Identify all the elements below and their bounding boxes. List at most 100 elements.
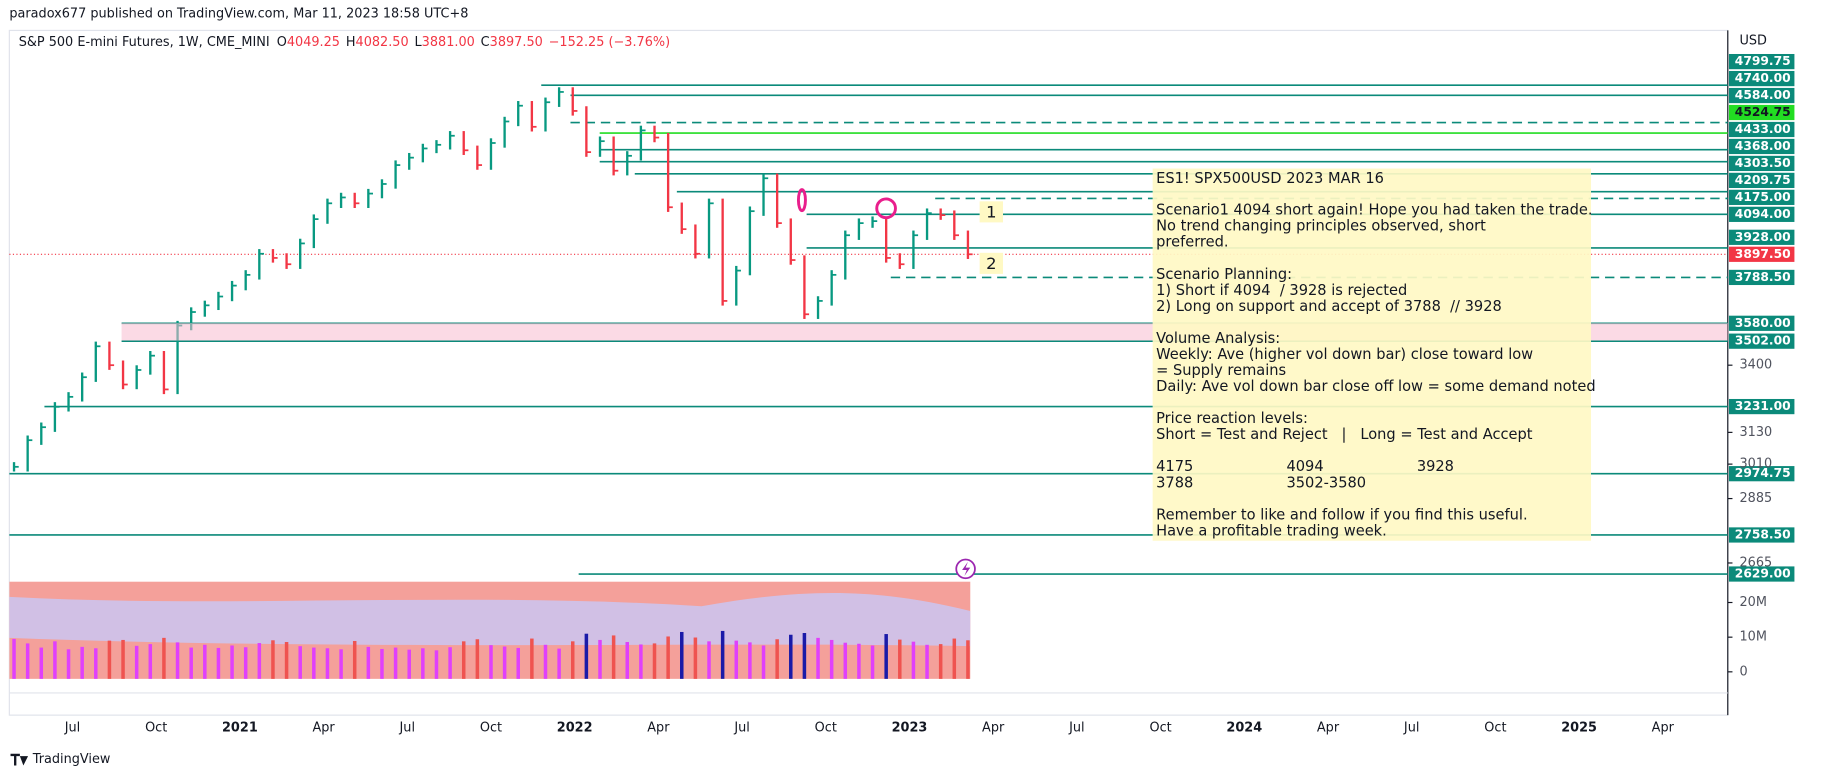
volume-bar [530,638,534,679]
volume-bar [284,642,289,679]
volume-bar [66,649,71,679]
note-line: No trend changing principles observed, s… [1156,218,1486,235]
price-bar [230,280,234,302]
level-label-bg [1728,229,1795,245]
price-bar [435,140,438,154]
price-bar [966,230,970,259]
y-tick-label: 2665 [1739,555,1772,570]
price-bar [517,101,520,127]
level-label: 3231.00 [1735,399,1791,413]
price-bar [666,132,670,212]
volume-bar [94,648,98,679]
volume-bar [448,647,452,679]
level-label: 4799.75 [1735,54,1791,68]
symbol: S&P 500 E-mini Futures, 1W, CME_MINI [19,35,270,50]
price-bar [149,351,152,375]
volume-bar [761,645,766,679]
x-tick-label: Apr [1317,721,1340,736]
level-label: 4584.00 [1735,88,1791,102]
level-label: 3580.00 [1735,316,1791,330]
volume-bar [421,648,425,679]
volume-bar [720,630,725,679]
level-label-bg [1728,172,1795,189]
x-tick-label: Oct [480,721,502,736]
symbol-line: S&P 500 E-mini Futures, 1W, CME_MINI O404… [19,35,670,50]
price-bar [258,249,261,280]
annotation-box [979,252,1004,274]
level-label: 4740.00 [1735,71,1791,85]
price-bar [217,291,220,311]
note-line: Volume Analysis: [1156,330,1280,347]
note-cell: 3502-3580 [1286,474,1366,491]
ohlc-label: H [346,35,356,50]
price-bar [748,206,752,276]
price-bar [421,143,425,163]
price-bar [844,230,847,280]
level-label-bg [1728,189,1795,205]
price-bar [380,179,384,199]
note-line: Daily: Ave vol down bar close off low = … [1156,378,1595,395]
x-tick-label: 2024 [1226,721,1262,736]
x-tick-label: Oct [145,721,167,736]
volume-bar [475,639,480,679]
price-bar [912,230,915,269]
volume-bar [80,646,84,679]
price-bar [299,238,302,269]
price-bar [80,372,84,402]
level-label: 4303.50 [1735,156,1791,170]
volume-bar [366,646,371,679]
price-bar [40,422,43,445]
level-label-bg [1728,53,1795,70]
level-label-bg [1728,566,1795,582]
volume-bar [107,640,112,679]
logo-icon [10,753,29,766]
currency-label: USD [1739,33,1767,48]
level-label: 4209.75 [1735,173,1791,187]
note-line: 1) Short if 4094 / 3928 is rejected [1156,282,1407,299]
x-tick-label: 2022 [557,721,593,736]
volume-bar [966,640,970,679]
price-bar [721,198,724,306]
price-bar [803,255,806,319]
price-bar [680,202,683,234]
price-bar [108,341,111,370]
volume-bar [312,647,316,679]
volume-bar [748,642,752,679]
volume-tick-label: 10M [1739,630,1766,645]
price-bar [775,173,779,228]
price-bar [639,125,643,161]
level-label: 4175.00 [1735,190,1791,204]
ohlc-value: 4082.50 [356,35,409,50]
price-bar [735,265,738,306]
volume-bar [243,647,248,679]
level-label: 2974.75 [1735,466,1791,480]
change: −152.25 (−3.76%) [549,35,670,50]
price-bar [408,152,411,170]
marker-ellipse [796,188,807,213]
level-label: 4094.00 [1735,207,1791,221]
volume-bar [162,637,166,679]
volume-bar [625,642,630,679]
ohlc-label: L [415,35,423,50]
volume-bar [175,642,180,679]
x-tick-label: 2023 [892,721,928,736]
volume-bar [611,635,616,679]
published-line: paradox677 published on TradingView.com,… [9,7,468,22]
ohlc-label: C [481,35,490,50]
x-tick-label: Apr [312,721,335,736]
level-label-bg [1728,466,1795,482]
x-tick-label: 2025 [1561,721,1597,736]
level-label-bg [1728,527,1795,543]
price-bar [598,136,602,157]
note-cell: 3788 [1156,474,1193,491]
x-tick-label: Oct [1484,721,1506,736]
note-line: Weekly: Ave (higher vol down bar) close … [1156,346,1533,363]
price-bar [653,125,656,143]
level-label: 3788.50 [1735,270,1791,284]
price-bar [953,210,956,240]
volume-bar [870,645,875,679]
volume-bar [298,646,302,679]
price-bar [67,392,70,412]
price-bar [26,435,29,472]
volume-bar [734,640,739,679]
